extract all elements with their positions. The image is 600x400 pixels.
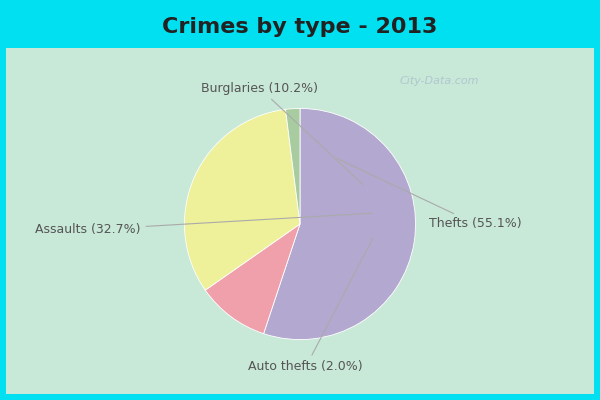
Text: City-Data.com: City-Data.com [400,76,479,86]
Wedge shape [263,108,416,340]
Text: Burglaries (10.2%): Burglaries (10.2%) [201,82,363,185]
Text: Thefts (55.1%): Thefts (55.1%) [337,158,522,230]
Wedge shape [184,109,300,290]
Text: Auto thefts (2.0%): Auto thefts (2.0%) [248,238,373,373]
Wedge shape [286,108,300,224]
Text: Assaults (32.7%): Assaults (32.7%) [35,213,371,236]
Wedge shape [205,224,300,334]
Text: Crimes by type - 2013: Crimes by type - 2013 [163,17,437,37]
